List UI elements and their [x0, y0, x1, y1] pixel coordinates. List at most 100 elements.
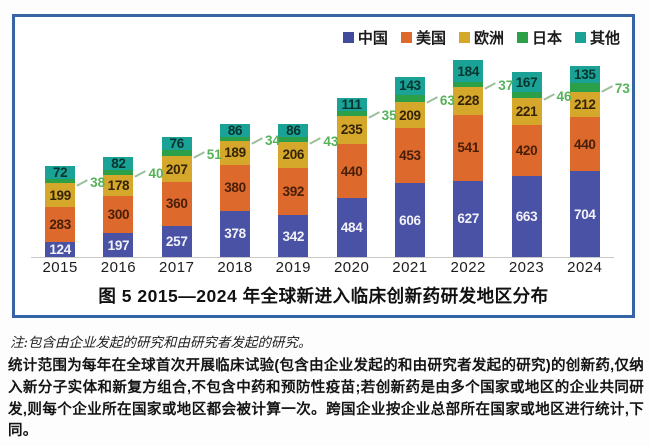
callout-line — [193, 151, 205, 159]
plot-area: 124 283 199 72 38 197 300 178 82 40 257 360 207 76 51 3… — [31, 51, 630, 258]
chart-legend: 中国 美国 欧洲 日本 其他 — [342, 27, 620, 48]
legend-label: 其他 — [589, 30, 620, 47]
stacked-bar-2016: 197 300 178 82 — [103, 156, 134, 257]
japan-callout-2019: 43 — [309, 134, 338, 149]
japan-callout-2015: 38 — [76, 175, 105, 190]
chart-title: 图 5 2015—2024 年全球新进入临床创新药研发地区分布 — [98, 286, 549, 306]
bar-segment-japan-2023 — [511, 92, 542, 98]
bar-segment-usa-2024: 440 — [569, 117, 600, 172]
bar-group-2015: 124 283 199 72 38 — [31, 51, 105, 257]
bar-segment-china-2015: 124 — [45, 241, 76, 257]
legend-item: 美国 — [400, 27, 446, 48]
bar-segment-usa-2016: 300 — [103, 196, 134, 233]
bar-group-2017: 257 360 207 76 51 — [148, 51, 222, 257]
x-tick-label-2021: 2021 — [392, 259, 428, 276]
legend-label: 美国 — [415, 30, 446, 47]
bar-group-2018: 378 380 189 86 34 — [206, 51, 280, 257]
bar-segment-china-2023: 663 — [511, 176, 542, 257]
legend-label: 欧洲 — [473, 30, 504, 47]
japan-value-label: 38 — [90, 174, 106, 190]
bar-segment-others-2021: 143 — [394, 77, 425, 95]
x-tick-label-2023: 2023 — [508, 259, 545, 276]
x-tick-label-2020: 2020 — [333, 259, 370, 276]
japan-callout-2018: 34 — [251, 133, 280, 148]
bar-segment-others-2016: 82 — [103, 156, 134, 171]
bar-segment-europe-2016: 178 — [103, 174, 134, 197]
bar-segment-japan-2022 — [453, 82, 484, 87]
bar-segment-japan-2017 — [161, 150, 192, 157]
bar-group-2022: 627 541 228 184 37 — [439, 51, 513, 257]
bar-segment-europe-2023: 221 — [511, 97, 542, 125]
stacked-bar-2023: 663 420 221 167 — [511, 71, 542, 257]
bar-group-2024: 704 440 212 135 73 — [556, 51, 630, 257]
japan-value-label: 43 — [323, 133, 339, 149]
callout-line — [134, 170, 147, 178]
legend-label: 中国 — [357, 30, 388, 47]
bar-group-2023: 663 420 221 167 46 — [497, 51, 572, 257]
bar-segment-others-2022: 184 — [453, 59, 484, 83]
japan-value-label: 73 — [614, 81, 630, 97]
x-tick-label-2022: 2022 — [450, 259, 486, 276]
bar-segment-usa-2020: 440 — [336, 144, 367, 198]
bar-segment-europe-2024: 212 — [569, 91, 600, 118]
bar-group-2016: 197 300 178 82 40 — [89, 51, 163, 257]
legend-swatch-icon — [342, 32, 354, 43]
bar-segment-japan-2016 — [103, 169, 134, 175]
bar-segment-europe-2019: 206 — [278, 142, 309, 168]
bar-segment-china-2024: 704 — [569, 171, 600, 257]
bar-segment-europe-2022: 228 — [453, 86, 484, 115]
figure-description: 统计范围为每年在全球首次开展临床试验(包含由企业发起的和由研究者发起的研究)的创… — [8, 358, 644, 440]
bar-segment-europe-2021: 209 — [394, 102, 425, 128]
bar-group-2020: 484 440 235 111 35 — [322, 51, 397, 257]
bar-segment-usa-2017: 360 — [161, 181, 192, 226]
bar-segment-usa-2019: 392 — [278, 167, 309, 216]
bar-segment-japan-2019 — [278, 137, 309, 143]
japan-callout-2022: 37 — [484, 78, 513, 93]
legend-swatch-icon — [516, 32, 528, 43]
bar-segment-japan-2018 — [220, 137, 251, 142]
bar-segment-others-2023: 167 — [511, 71, 542, 93]
bar-segment-usa-2015: 283 — [45, 207, 76, 242]
bar-segment-china-2018: 378 — [220, 210, 251, 257]
bar-segment-china-2019: 342 — [278, 215, 309, 257]
japan-value-label: 34 — [265, 133, 281, 149]
stacked-bar-2015: 124 283 199 72 — [45, 165, 76, 257]
stacked-bar-2018: 378 380 189 86 — [220, 123, 251, 257]
legend-item: 欧洲 — [458, 27, 504, 48]
bar-group-2021: 606 453 209 143 63 — [381, 51, 455, 257]
japan-callout-2016: 40 — [134, 166, 163, 181]
callout-line — [601, 85, 613, 93]
stacked-bar-2022: 627 541 228 184 — [453, 59, 484, 257]
bar-segment-china-2022: 627 — [453, 180, 484, 257]
x-axis: 2015 2016 2017 2018 2019 2020 2021 2022 2023 2024 — [31, 259, 614, 276]
bar-segment-japan-2021 — [394, 94, 425, 103]
legend-label: 日本 — [531, 30, 562, 47]
bar-segment-usa-2022: 541 — [453, 114, 484, 181]
callout-line — [251, 137, 263, 145]
figure-note: 注:包含由企业发起的研究和由研究者发起的研究。 — [10, 335, 312, 351]
bar-segment-others-2015: 72 — [45, 165, 76, 180]
callout-line — [367, 111, 380, 119]
legend-swatch-icon — [400, 32, 412, 43]
chart-frame: 中国 美国 欧洲 日本 其他 124 283 199 72 38 197 300 178 82 40 257… — [12, 14, 635, 318]
stacked-bar-2021: 606 453 209 143 — [394, 77, 425, 257]
bar-segment-others-2024: 135 — [569, 66, 600, 83]
bar-segment-others-2019: 86 — [278, 123, 309, 138]
stacked-bar-2019: 342 392 206 86 — [278, 123, 309, 257]
x-tick-label-2016: 2016 — [100, 259, 137, 276]
callout-line — [76, 178, 88, 186]
callout-line — [426, 96, 438, 104]
bar-segment-usa-2018: 380 — [220, 164, 251, 211]
callout-line — [542, 93, 555, 101]
stacked-bar-2017: 257 360 207 76 — [161, 136, 192, 257]
bar-segment-china-2020: 484 — [336, 198, 367, 257]
legend-item: 中国 — [342, 27, 388, 48]
bar-group-2019: 342 392 206 86 43 — [264, 51, 338, 257]
bar-segment-europe-2017: 207 — [161, 156, 192, 182]
japan-callout-2023: 46 — [542, 89, 572, 104]
japan-value-label: 35 — [381, 107, 397, 123]
bar-segment-china-2017: 257 — [161, 225, 192, 257]
japan-value-label: 63 — [439, 92, 455, 108]
bar-segment-europe-2018: 189 — [220, 141, 251, 165]
